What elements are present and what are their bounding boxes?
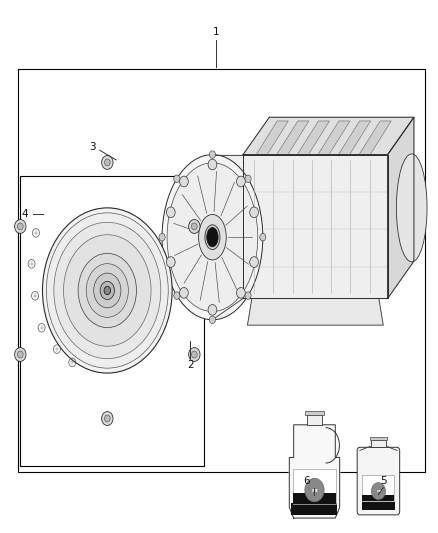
Text: m: m <box>376 489 381 493</box>
Polygon shape <box>339 121 371 155</box>
FancyBboxPatch shape <box>357 447 399 515</box>
Ellipse shape <box>18 223 23 230</box>
Ellipse shape <box>205 225 220 249</box>
Polygon shape <box>318 121 350 155</box>
Polygon shape <box>359 121 391 155</box>
Circle shape <box>174 175 180 182</box>
Ellipse shape <box>189 348 200 361</box>
Text: 3: 3 <box>89 142 96 151</box>
Ellipse shape <box>42 208 172 373</box>
Circle shape <box>209 316 215 324</box>
Circle shape <box>208 304 217 315</box>
Ellipse shape <box>14 348 26 361</box>
Circle shape <box>159 233 165 241</box>
Ellipse shape <box>100 281 114 300</box>
Circle shape <box>174 292 180 300</box>
Bar <box>293 469 336 504</box>
Ellipse shape <box>105 159 110 166</box>
Bar <box>18 69 425 472</box>
Ellipse shape <box>78 253 137 328</box>
Ellipse shape <box>396 154 427 262</box>
Bar <box>293 493 336 504</box>
Ellipse shape <box>189 220 200 233</box>
Ellipse shape <box>198 214 226 260</box>
Bar <box>305 411 324 416</box>
Circle shape <box>371 483 385 500</box>
Ellipse shape <box>191 351 197 358</box>
Text: 2: 2 <box>187 360 194 370</box>
Ellipse shape <box>104 286 110 295</box>
Ellipse shape <box>54 222 161 359</box>
Text: 5: 5 <box>380 477 387 486</box>
Ellipse shape <box>46 213 168 368</box>
Polygon shape <box>277 121 309 155</box>
Polygon shape <box>243 117 414 155</box>
Bar <box>371 440 385 447</box>
Polygon shape <box>256 121 288 155</box>
Circle shape <box>237 176 245 187</box>
Circle shape <box>305 479 324 502</box>
Circle shape <box>208 159 217 170</box>
Text: 4: 4 <box>21 209 28 219</box>
Polygon shape <box>243 155 388 298</box>
Ellipse shape <box>162 155 263 320</box>
Circle shape <box>250 257 258 268</box>
Bar <box>307 416 322 425</box>
Bar <box>291 503 337 515</box>
Polygon shape <box>247 298 383 325</box>
Circle shape <box>180 287 188 298</box>
Ellipse shape <box>94 273 121 308</box>
Circle shape <box>250 207 258 217</box>
Polygon shape <box>297 121 329 155</box>
Polygon shape <box>212 155 243 320</box>
Circle shape <box>245 292 251 300</box>
Circle shape <box>209 151 215 158</box>
Circle shape <box>237 287 245 298</box>
Ellipse shape <box>102 411 113 425</box>
Circle shape <box>260 233 266 241</box>
Ellipse shape <box>14 220 26 233</box>
Bar <box>20 176 204 466</box>
Ellipse shape <box>86 264 128 317</box>
Ellipse shape <box>207 228 218 247</box>
Text: 6: 6 <box>303 477 310 486</box>
Bar <box>370 437 387 440</box>
Ellipse shape <box>18 351 23 358</box>
Text: m: m <box>312 488 317 492</box>
Bar <box>362 495 395 501</box>
Ellipse shape <box>104 415 110 422</box>
Circle shape <box>245 175 251 182</box>
Ellipse shape <box>191 223 197 230</box>
Circle shape <box>180 176 188 187</box>
Ellipse shape <box>102 156 113 169</box>
Bar <box>362 502 395 510</box>
Polygon shape <box>289 425 340 518</box>
Polygon shape <box>388 117 414 298</box>
Circle shape <box>166 207 175 217</box>
Bar <box>362 475 395 501</box>
Text: 1: 1 <box>213 27 220 37</box>
Circle shape <box>166 257 175 268</box>
Ellipse shape <box>167 163 258 311</box>
Ellipse shape <box>64 235 151 346</box>
